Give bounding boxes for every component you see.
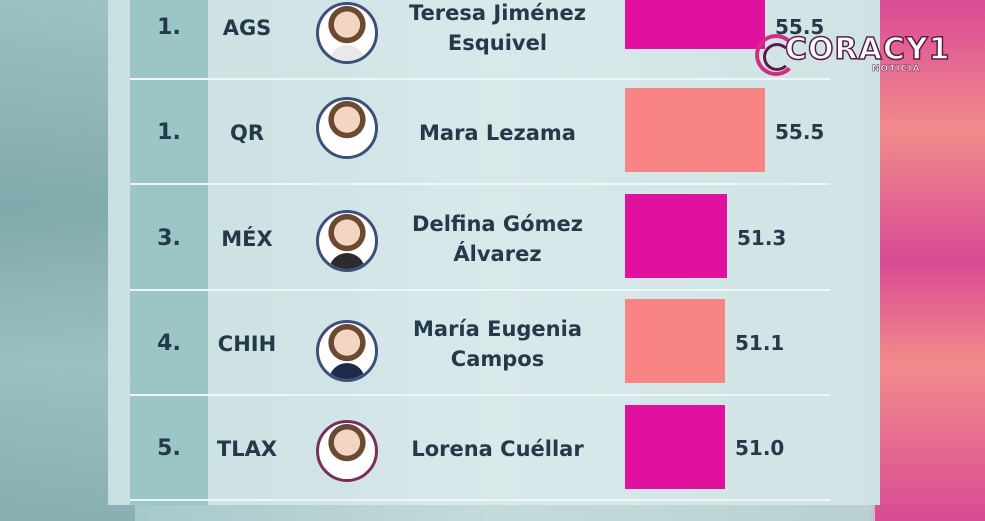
state-abbreviation: QR	[229, 120, 265, 145]
state-abbreviation: TLAX	[216, 436, 278, 461]
logo-subtitle: NOTICIA	[872, 64, 921, 75]
rank-number: 1.	[157, 15, 181, 40]
candidate-name: Lorena Cuéllar	[411, 436, 584, 461]
value-label: 51.0	[735, 436, 785, 460]
avatar	[316, 320, 378, 382]
avatar	[316, 97, 378, 159]
row-divider	[130, 394, 830, 396]
table-row: 5. TLAX Lorena Cuéllar 51.0	[130, 396, 830, 501]
value-bar	[625, 88, 765, 172]
candidate-name: Mara Lezama	[419, 120, 576, 145]
state-abbreviation: CHIH	[217, 331, 277, 356]
ranking-panel	[108, 0, 880, 505]
rank-number: 1.	[157, 120, 181, 145]
logo-brand: CORACY1	[784, 31, 951, 68]
signal-ring-icon	[755, 34, 797, 76]
candidate-name: Delfina Gómez Álvarez	[412, 211, 583, 266]
candidate-name: Teresa Jiménez Esquivel	[409, 0, 586, 55]
state-abbreviation: AGS	[222, 15, 272, 40]
table-row: 3. MÉX Delfina Gómez Álvarez 51.3	[130, 186, 830, 291]
value-bar	[625, 0, 765, 49]
rank-number: 3.	[157, 226, 181, 251]
avatar	[316, 210, 378, 272]
table-row: 1. QR Mara Lezama 55.5	[130, 80, 830, 185]
rank-number: 5.	[157, 436, 181, 461]
table-row: 4. CHIH María Eugenia Campos 51.1	[130, 291, 830, 396]
value-bar	[625, 299, 725, 383]
background-right	[875, 0, 985, 521]
value-label: 51.3	[737, 226, 787, 250]
row-divider	[130, 499, 830, 501]
state-abbreviation: MÉX	[221, 226, 273, 251]
signal-ring-inner-icon	[763, 43, 791, 71]
row-divider	[130, 289, 830, 291]
candidate-name: María Eugenia Campos	[413, 316, 582, 371]
rank-number: 4.	[157, 331, 181, 356]
row-divider	[130, 183, 830, 185]
value-bar	[625, 405, 725, 489]
avatar	[316, 2, 378, 64]
value-label: 55.5	[775, 120, 825, 144]
row-divider	[130, 78, 830, 80]
channel-logo: CORACY1 NOTICIA	[755, 26, 950, 82]
avatar	[316, 420, 378, 482]
table-row: 1. AGS Teresa Jiménez Esquivel 55.5	[130, 0, 830, 80]
value-bar	[625, 194, 727, 278]
rank-column	[130, 0, 208, 505]
value-label: 51.1	[735, 331, 785, 355]
